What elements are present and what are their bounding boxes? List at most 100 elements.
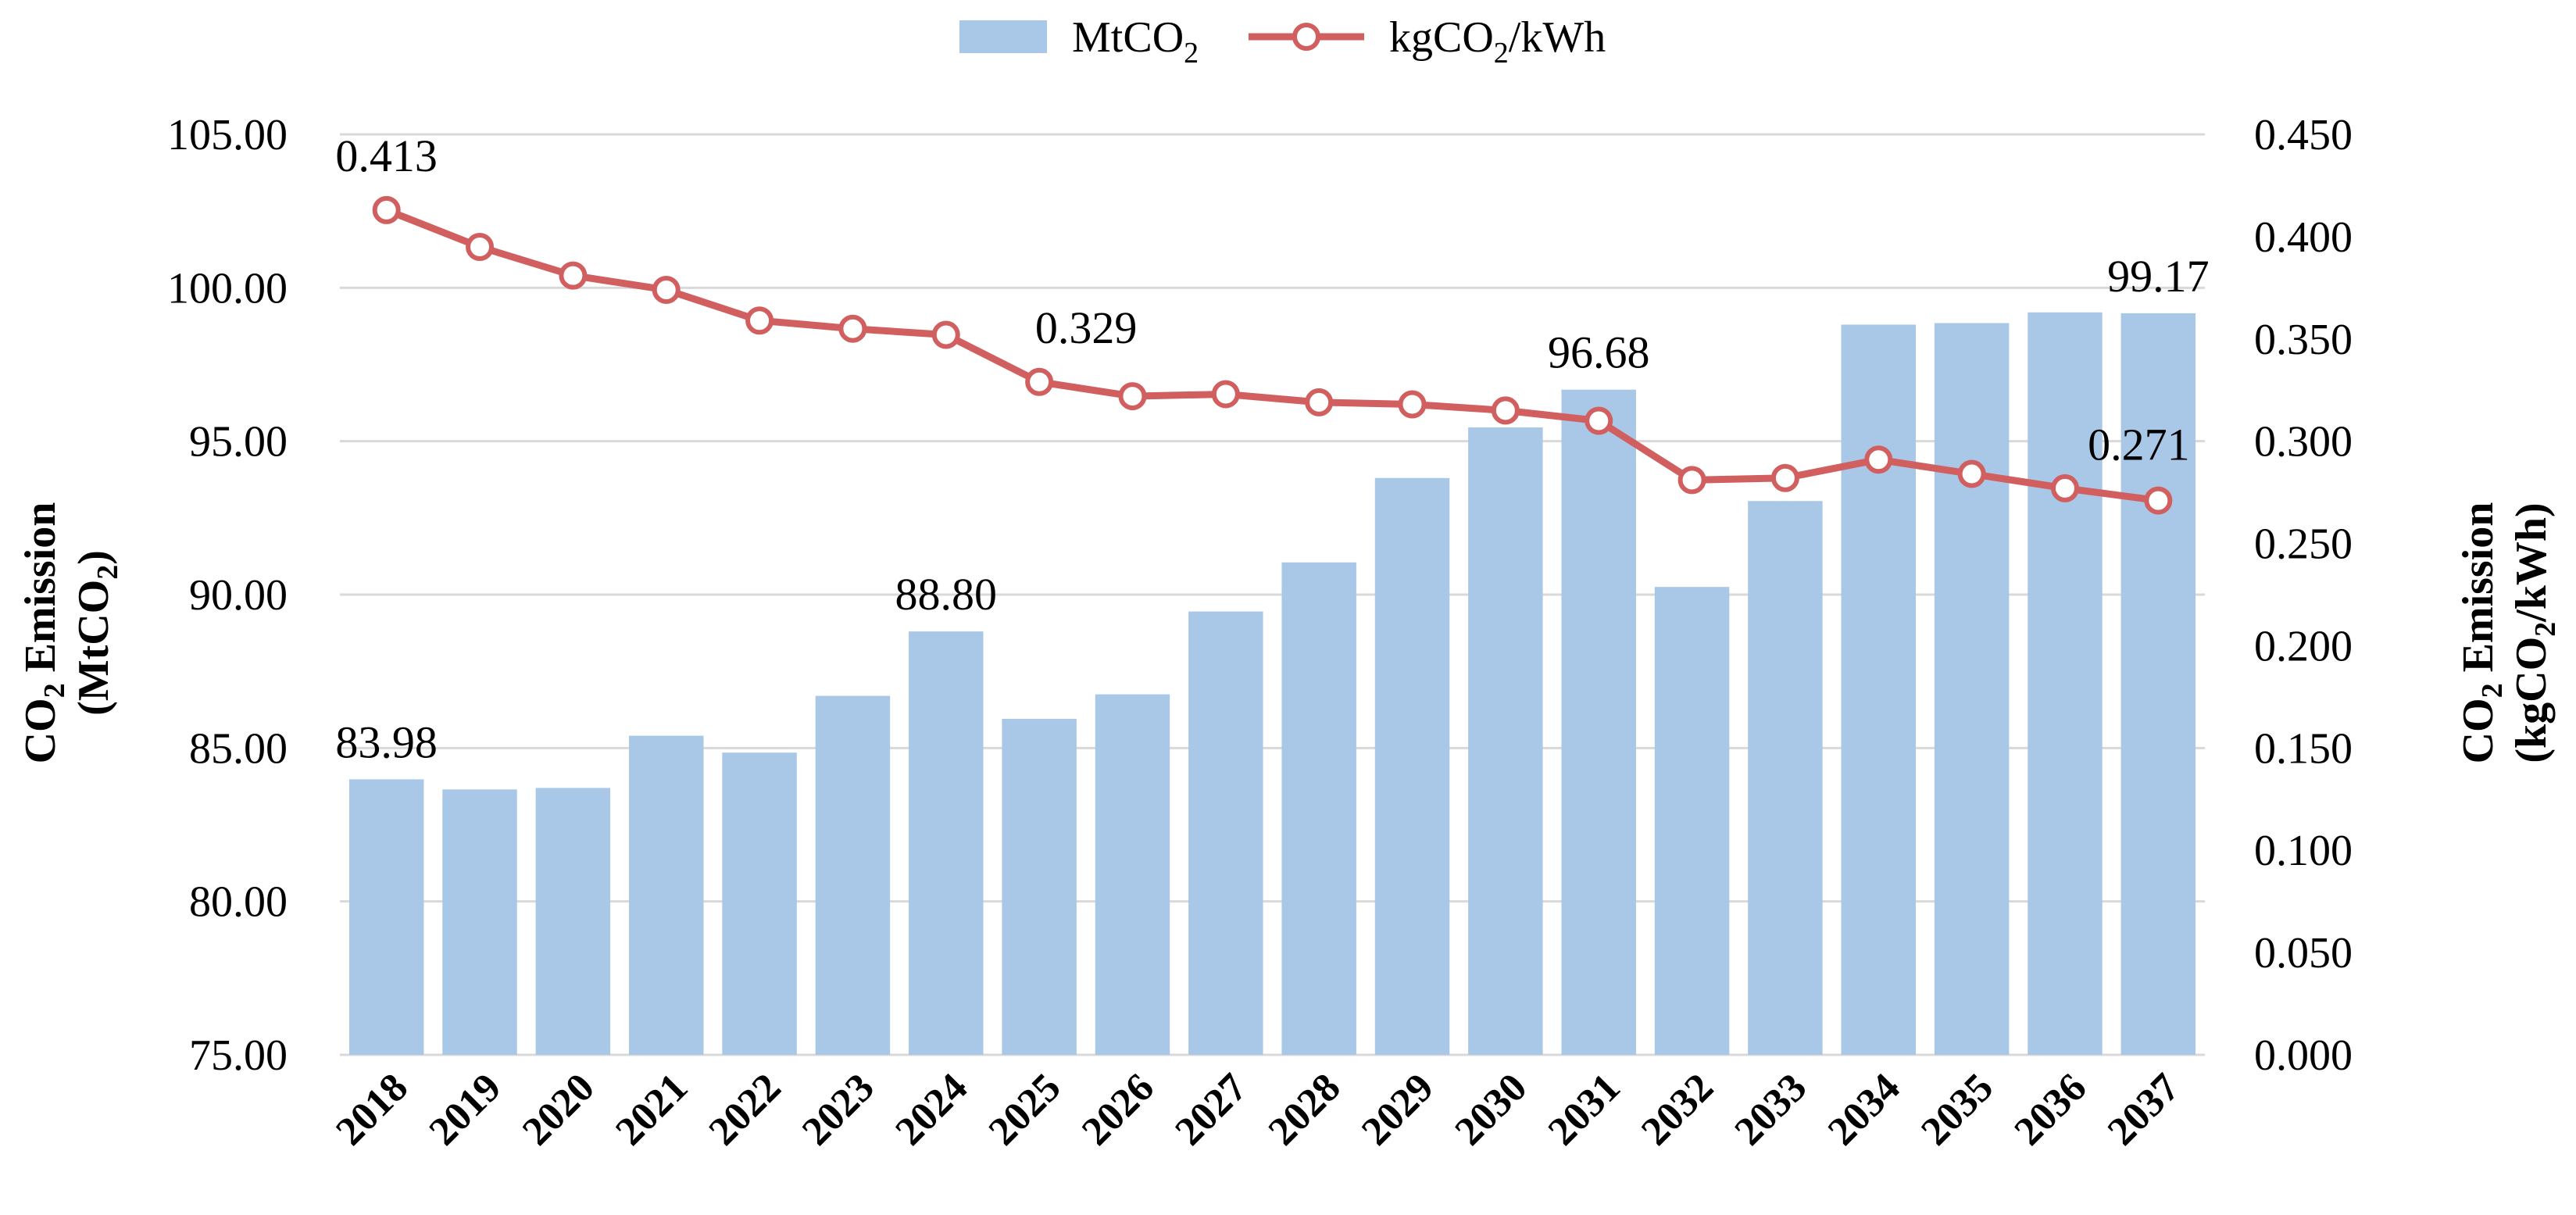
bar-mtco2 [628, 735, 704, 1055]
bar-mtco2 [1002, 719, 1077, 1055]
line-point [1677, 466, 1706, 495]
left-axis-title-unit: (MtCO2) [70, 550, 124, 716]
x-axis-ticks: 2018 2019 2020 2021 2022 2023 2024 2025 2026 2027… [327, 1065, 2188, 1154]
left-tick-label: 105.00 [167, 111, 288, 159]
left-axis-title: CO2 Emission [16, 502, 71, 764]
bar-mtco2 [1934, 323, 2010, 1055]
left-axis-ticks: 75.00 80.00 85.00 90.00 95.00 100.00 105.00 [167, 111, 288, 1080]
x-tick-label: 2033 [1727, 1065, 1816, 1154]
x-tick-label: 2023 [794, 1065, 883, 1154]
bar-mtco2 [1654, 587, 1730, 1055]
left-tick-label: 90.00 [189, 571, 288, 620]
bar-mtco2 [1281, 562, 1356, 1055]
right-tick-label: 0.450 [2254, 111, 2353, 159]
line-point [838, 314, 867, 343]
x-tick-label: 2020 [514, 1065, 603, 1154]
line-point [1957, 459, 1986, 488]
line-point [1118, 382, 1147, 411]
right-tick-label: 0.400 [2254, 213, 2353, 262]
left-tick-label: 95.00 [189, 418, 288, 466]
right-axis-title: CO2 Emission [2454, 502, 2509, 764]
line-point [1211, 380, 1240, 409]
bar-mtco2 [535, 788, 611, 1055]
left-tick-label: 80.00 [189, 878, 288, 927]
line-point [745, 306, 774, 335]
line-point [1025, 367, 1054, 396]
bar-mtco2 [1561, 389, 1636, 1055]
right-axis-title-unit: (kgCO2/kWh) [2507, 502, 2562, 763]
right-tick-label: 0.300 [2254, 418, 2353, 466]
line-point [559, 261, 588, 290]
line-point [652, 275, 681, 304]
bar-mtco2 [348, 779, 424, 1055]
x-tick-label: 2028 [1260, 1065, 1349, 1154]
bar-mtco2 [815, 695, 891, 1055]
right-tick-label: 0.050 [2254, 929, 2353, 977]
x-tick-label: 2035 [1913, 1065, 2002, 1154]
left-tick-label: 85.00 [189, 724, 288, 773]
bar-data-label: 96.68 [1548, 327, 1650, 378]
legend-swatch-mtco2 [959, 20, 1047, 53]
line-point [1864, 445, 1893, 474]
x-tick-label: 2030 [1447, 1065, 1536, 1154]
bar-mtco2 [1188, 611, 1263, 1055]
x-tick-label: 2025 [981, 1065, 1070, 1154]
x-tick-label: 2037 [2099, 1065, 2188, 1154]
right-tick-label: 0.200 [2254, 622, 2353, 670]
line-point [1305, 388, 1334, 416]
x-tick-label: 2032 [1633, 1065, 1722, 1154]
bar-mtco2 [1374, 477, 1450, 1055]
line-point [1770, 463, 1799, 492]
x-tick-label: 2022 [701, 1065, 790, 1154]
x-tick-label: 2018 [327, 1065, 416, 1154]
bar-mtco2 [1468, 427, 1543, 1055]
gridlines [340, 133, 2205, 1056]
right-tick-label: 0.150 [2254, 724, 2353, 773]
bars-mtco2 [348, 312, 2196, 1055]
x-tick-label: 2036 [2006, 1065, 2095, 1154]
bar-mtco2 [2028, 312, 2103, 1055]
x-tick-label: 2031 [1540, 1065, 1629, 1154]
bar-mtco2 [442, 789, 517, 1055]
line-data-label: 0.271 [2088, 420, 2190, 470]
bar-data-label: 88.80 [895, 569, 998, 620]
right-tick-label: 0.100 [2254, 827, 2353, 875]
line-kgco2-kwh-path [385, 206, 2159, 505]
data-labels: 83.98 88.80 96.68 99.17 0.413 0.329 0.271 [335, 130, 2209, 768]
bar-data-label: 83.98 [335, 716, 438, 767]
x-tick-label: 2026 [1074, 1065, 1163, 1154]
right-axis-ticks: 0.000 0.050 0.100 0.150 0.200 0.250 0.300 0.350… [2254, 111, 2353, 1080]
legend: MtCO2 kgCO2/kWh [959, 13, 1606, 70]
left-tick-label: 100.00 [167, 264, 288, 313]
right-tick-label: 0.000 [2254, 1031, 2353, 1080]
legend-marker-kgco2-kwh [1292, 23, 1320, 51]
line-kgco2-kwh [372, 195, 2173, 515]
right-tick-label: 0.250 [2254, 520, 2353, 569]
bar-mtco2 [1748, 501, 1823, 1055]
line-point [2144, 486, 2173, 515]
bar-mtco2 [722, 752, 797, 1055]
left-tick-label: 75.00 [189, 1031, 288, 1080]
line-point [466, 232, 495, 261]
legend-label-kgco2-kwh: kgCO2/kWh [1389, 13, 1606, 70]
bar-mtco2 [1095, 694, 1170, 1055]
x-tick-label: 2021 [607, 1065, 696, 1154]
bar-data-label: 99.17 [2107, 251, 2210, 302]
line-point [2050, 473, 2079, 502]
bar-mtco2 [2120, 313, 2196, 1055]
x-tick-label: 2019 [421, 1065, 510, 1154]
legend-label-mtco2: MtCO2 [1072, 13, 1199, 70]
right-tick-label: 0.350 [2254, 316, 2353, 364]
line-point [372, 195, 401, 224]
x-tick-label: 2024 [887, 1065, 976, 1154]
bar-mtco2 [1841, 324, 1917, 1055]
line-point [1585, 406, 1613, 435]
line-data-label: 0.329 [1035, 302, 1138, 353]
line-point [1491, 396, 1520, 425]
line-point [931, 320, 960, 349]
bar-mtco2 [909, 631, 984, 1055]
line-point [1398, 390, 1427, 419]
x-tick-label: 2027 [1167, 1065, 1256, 1154]
x-tick-label: 2034 [1820, 1065, 1909, 1154]
